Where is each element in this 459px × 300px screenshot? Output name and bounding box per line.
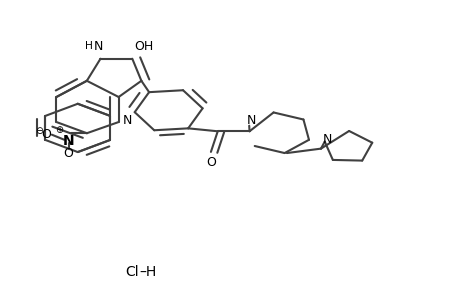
Text: O: O bbox=[41, 128, 51, 141]
Text: ⊖: ⊖ bbox=[35, 126, 43, 136]
Text: O: O bbox=[64, 147, 73, 160]
Text: N: N bbox=[123, 114, 132, 127]
Text: N: N bbox=[93, 40, 103, 53]
Text: N: N bbox=[323, 133, 332, 146]
Text: OH: OH bbox=[134, 40, 153, 53]
Text: –H: –H bbox=[139, 265, 156, 279]
Text: O: O bbox=[206, 156, 215, 169]
Text: ⊕: ⊕ bbox=[56, 125, 63, 135]
Text: N: N bbox=[246, 114, 256, 127]
Text: N: N bbox=[63, 134, 74, 148]
Text: H: H bbox=[85, 41, 93, 51]
Text: Cl: Cl bbox=[125, 265, 139, 279]
